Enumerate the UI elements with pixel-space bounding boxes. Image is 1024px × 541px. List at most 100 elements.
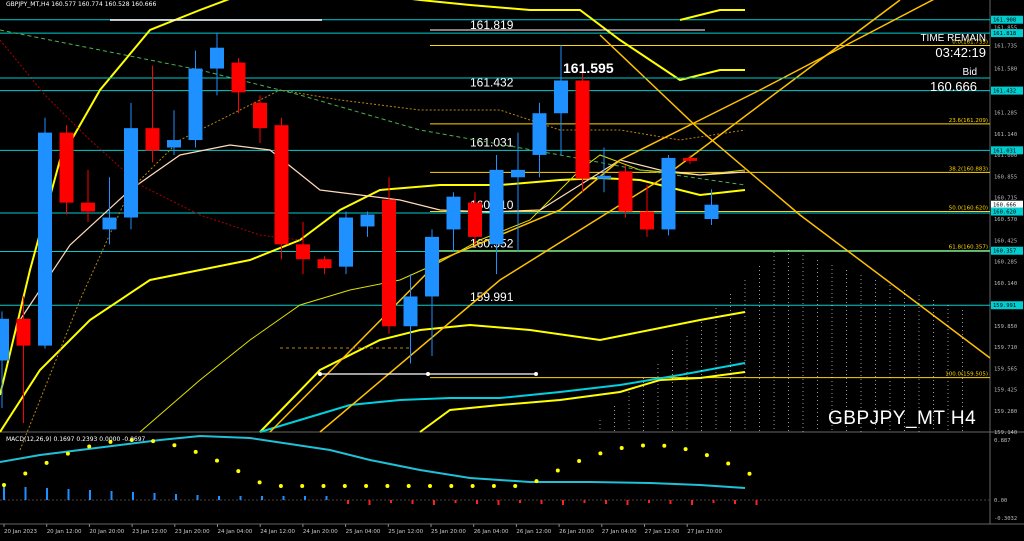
price-tick: 160.855: [994, 175, 1017, 181]
fib-level-label: 23.6(161.209): [949, 118, 988, 124]
candles: 161.595: [0, 32, 719, 424]
macd-signal-dot: [65, 451, 70, 456]
candle-body: [489, 169, 504, 245]
candle-body: [0, 318, 9, 361]
macd-signal-dot: [513, 484, 518, 488]
symbol-label: GBPJPY_MT H4: [828, 408, 977, 429]
moving-average-white: [19, 144, 746, 321]
candle-body: [231, 62, 246, 93]
bottom-line-point: [534, 372, 538, 376]
price-tick: 161.855: [994, 26, 1017, 32]
macd-signal-dot: [364, 484, 369, 488]
candle-body: [210, 47, 224, 69]
candle-body: [640, 211, 654, 230]
candle-body: [446, 196, 461, 230]
bollinger-upper: [0, 0, 230, 396]
price-axis: 161.908 161.855 161.735 161.580 161.432 161.2…: [991, 15, 1023, 436]
level-label: 159.991: [470, 290, 514, 304]
price-tick: 160.715: [994, 195, 1017, 201]
price-tag: [991, 86, 1023, 95]
candle-body: [382, 199, 396, 327]
candle-body: [124, 128, 138, 218]
time-axis: 20 Jan 2023 20 Jan 12:00 20 Jan 20:00 23 Ja…: [3, 524, 723, 535]
timer-value: 03:42:19: [935, 45, 986, 60]
candle-body: [102, 217, 117, 230]
price-tick: 161.140: [994, 132, 1017, 138]
price-tag-label: 161.031: [993, 148, 1016, 154]
fib-level-label: 100.0(159.505): [945, 372, 988, 378]
price-tick: 160.285: [994, 259, 1017, 265]
time-label: 20 Jan 20:00: [89, 529, 124, 535]
macd-signal-dot: [193, 449, 198, 454]
level-label: 161.819: [470, 18, 514, 32]
candle-body: [575, 80, 590, 179]
bollinger-lower-2: [419, 371, 746, 433]
macd-axis-top: 0.887: [994, 438, 1011, 444]
price-tick: 159.850: [994, 324, 1017, 330]
time-label: 26 Jan 12:00: [516, 529, 551, 535]
macd-signal-dot: [449, 484, 454, 488]
time-label: 24 Jan 04:00: [218, 529, 253, 535]
candle-body: [81, 202, 95, 212]
time-label: 27 Jan 04:00: [602, 529, 637, 535]
price-tick: 161.285: [994, 111, 1017, 117]
candle-body: [661, 157, 676, 230]
fib-level-label: 50.0(160.620): [949, 206, 988, 212]
macd-signal-dot: [619, 446, 624, 451]
macd-signal-dot: [342, 484, 347, 488]
price-tick: 159.565: [994, 367, 1017, 373]
time-label: 20 Jan 2023: [4, 529, 37, 535]
time-label: 24 Jan 12:00: [260, 529, 295, 535]
candle-body: [38, 132, 52, 346]
macd-signal-dot: [257, 480, 262, 485]
macd-signal-dot: [44, 460, 49, 465]
price-tick: 159.280: [994, 409, 1017, 415]
price-tag-label: 161.908: [993, 18, 1016, 24]
bottom-line-point: [426, 372, 430, 376]
candle-body: [511, 169, 525, 178]
macd-signal-dot: [491, 484, 496, 488]
macd-signal-dot: [215, 458, 219, 463]
candle-body: [317, 259, 332, 269]
envelope-dotted: [19, 89, 746, 451]
macd-axis-bottom: -0.3032: [994, 516, 1017, 522]
price-tag-label: 161.818: [993, 31, 1016, 37]
macd-signal-dot: [172, 443, 177, 448]
candle-body: [145, 128, 160, 151]
price-tag: [991, 29, 1023, 38]
macd-signal-dot: [534, 479, 539, 484]
macd-axis-zero: 0.00: [994, 498, 1007, 504]
price-tick: 160.140: [994, 281, 1017, 287]
price-tag-label: 161.432: [993, 89, 1016, 95]
macd-signal-dot: [683, 447, 688, 452]
bollinger-lower: [259, 311, 746, 433]
bid-label: Bid: [962, 67, 977, 78]
timer-label: TIME REMAIN: [920, 33, 986, 44]
price-tick: 159.710: [994, 345, 1017, 351]
time-label: 27 Jan 12:00: [645, 529, 680, 535]
red-dotted-ma: [0, 39, 301, 241]
level-label: 161.432: [470, 76, 514, 90]
macd-signal-dot: [129, 438, 134, 443]
price-tag-label: 160.620: [993, 210, 1016, 216]
time-label: 25 Jan 20:00: [431, 529, 466, 535]
bollinger-top-right: [411, 0, 745, 82]
macd-signal-dot: [406, 484, 411, 488]
macd-signal-dot: [151, 439, 156, 444]
fib-level-label: 61.8(160.357): [949, 245, 988, 251]
candle-body: [360, 214, 375, 227]
candle-body: [16, 318, 31, 346]
bid-value: 160.666: [930, 79, 977, 94]
price-tick: 159.425: [994, 388, 1017, 394]
price-tag-label: 160.666: [993, 203, 1016, 209]
candle-body: [188, 68, 203, 141]
time-label: 25 Jan 12:00: [388, 529, 423, 535]
time-label: 23 Jan 20:00: [175, 529, 210, 535]
time-label: 23 Jan 12:00: [132, 529, 167, 535]
macd-signal-dot: [108, 439, 113, 444]
macd-signal-dot: [23, 471, 28, 476]
time-label: 26 Jan 04:00: [474, 529, 509, 535]
price-tick: 161.580: [994, 67, 1017, 73]
macd-signal-dot: [428, 484, 432, 488]
